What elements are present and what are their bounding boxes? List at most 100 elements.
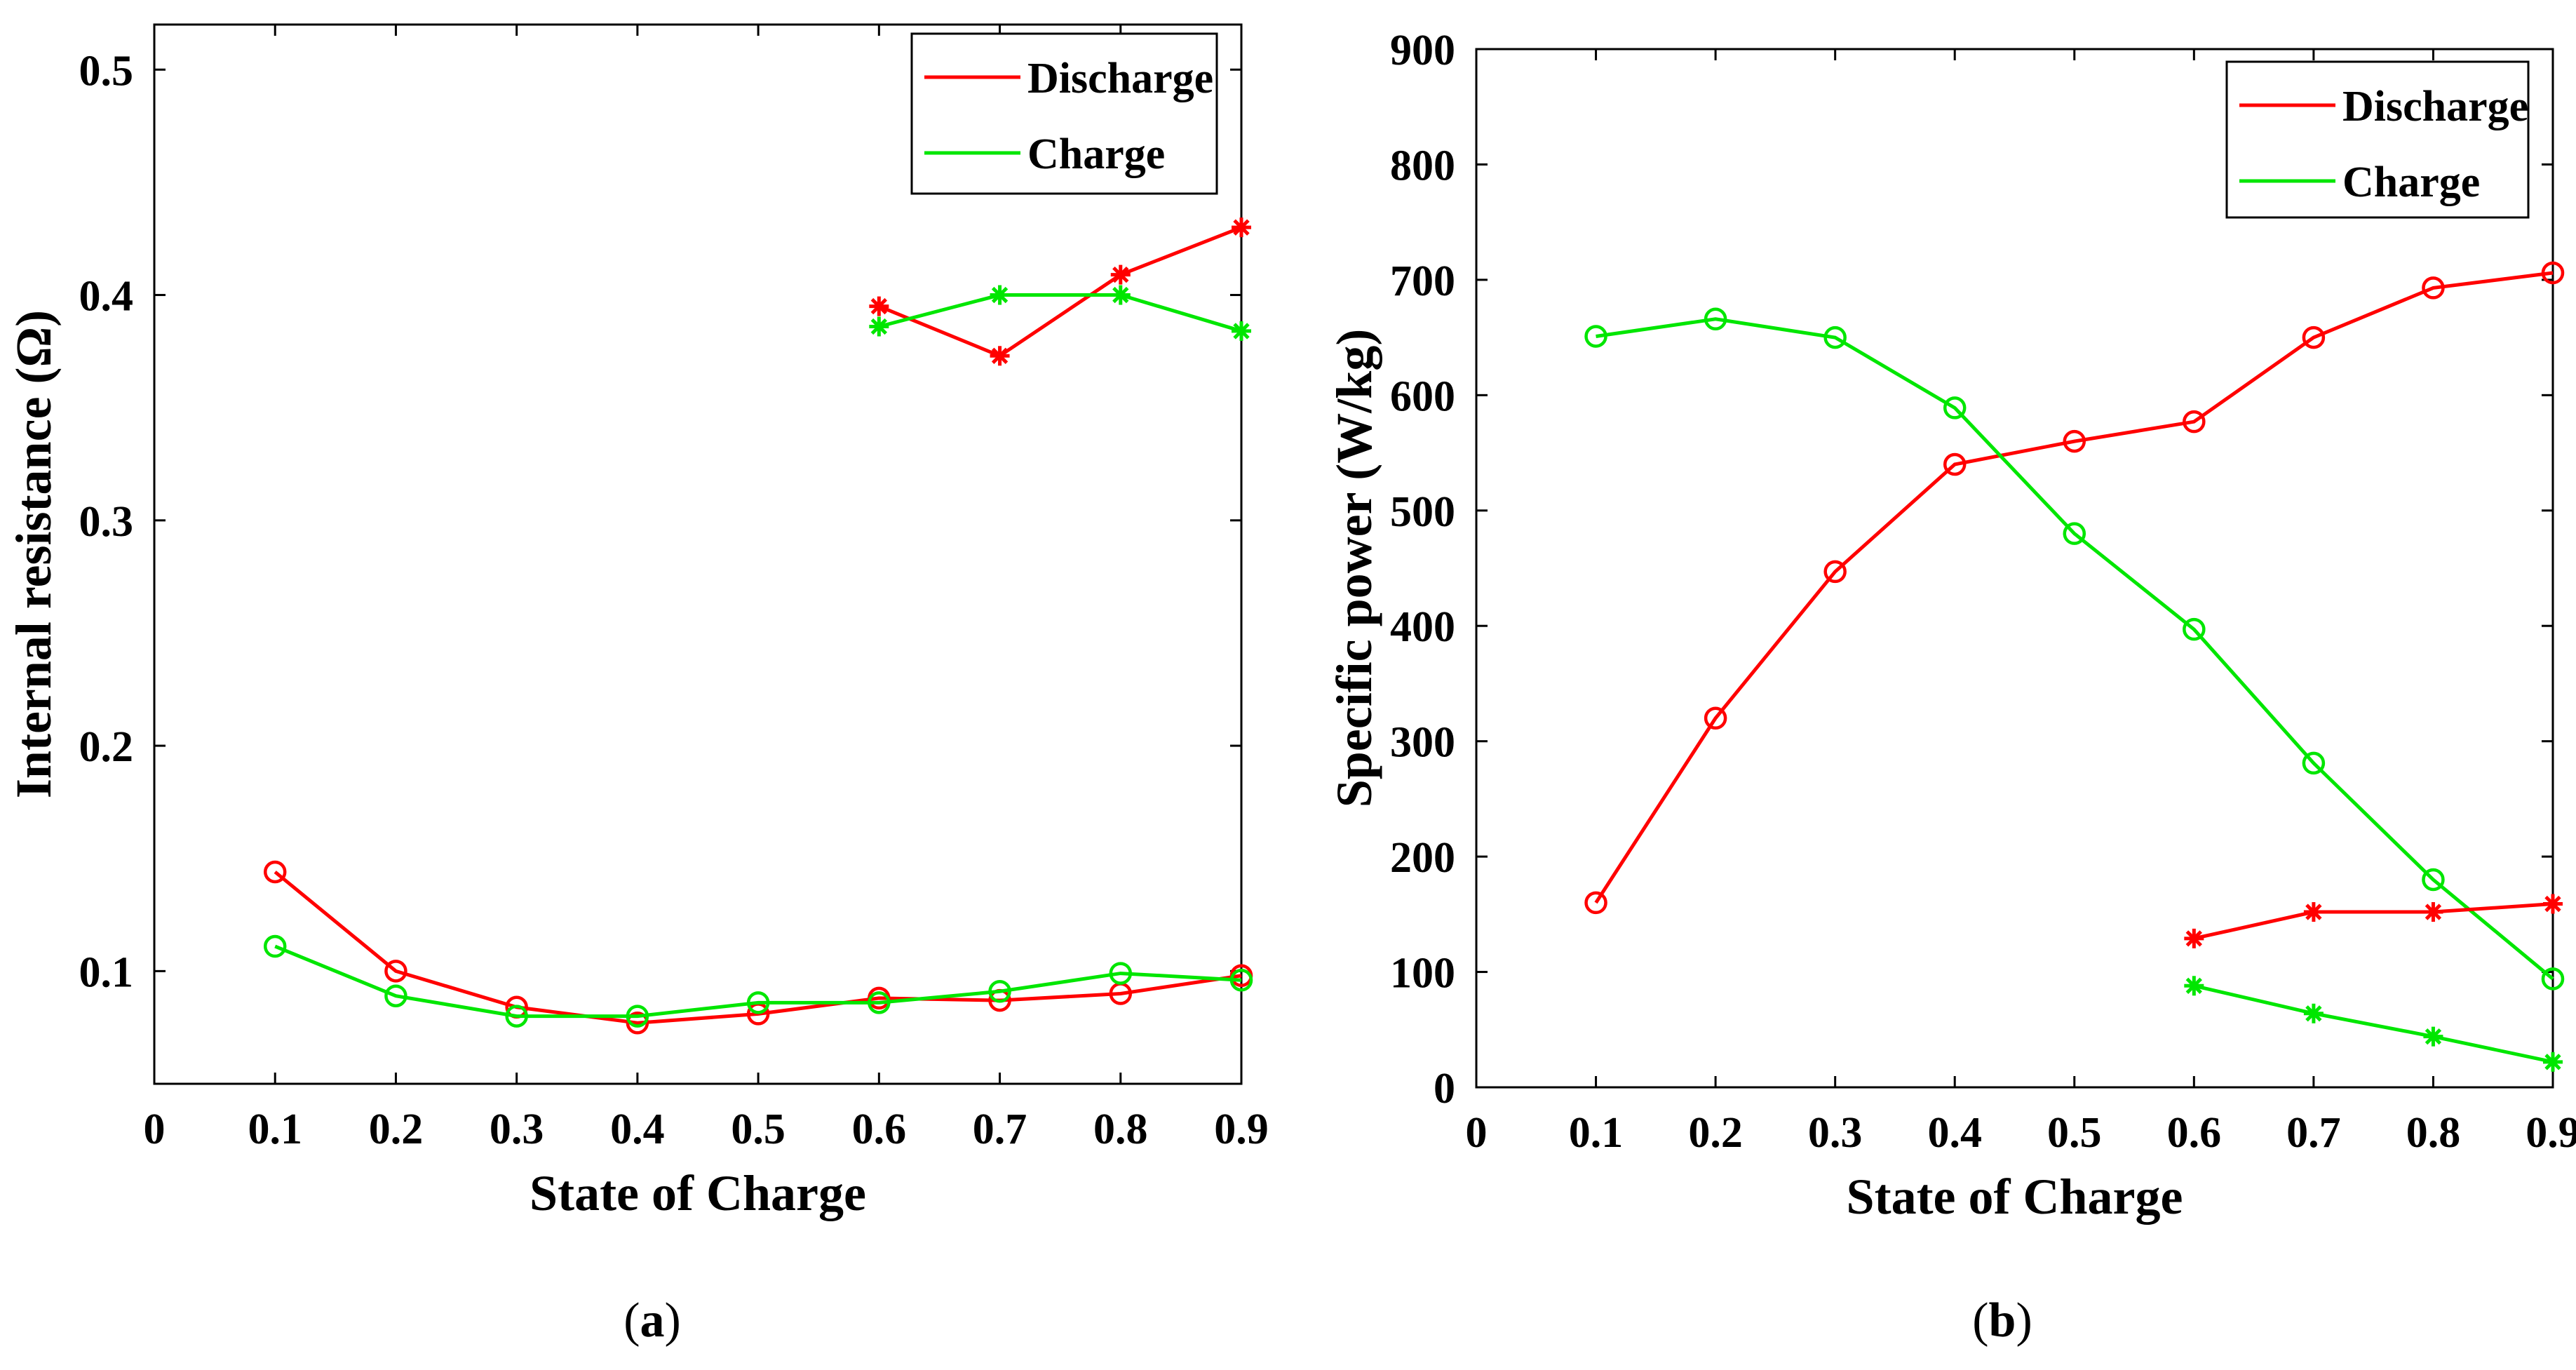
series-charge-circle-line <box>1596 317 2554 981</box>
x-tick-label: 0 <box>144 1106 166 1153</box>
series-charge-star <box>2184 976 2563 1072</box>
data-point-star <box>2184 976 2204 996</box>
data-point-circle <box>1704 307 1727 331</box>
x-tick-label: 0.3 <box>1808 1109 1863 1157</box>
series-charge-circle <box>263 934 1253 1028</box>
data-point-star-stroke <box>2305 1005 2322 1022</box>
data-point-circle <box>2183 410 2206 434</box>
series-charge-circle-line <box>274 944 1242 1019</box>
y-tick-label: 0.4 <box>79 273 134 321</box>
y-tick-label: 700 <box>1390 257 1455 305</box>
data-point-star <box>2423 902 2443 922</box>
x-tick-label: 0.7 <box>973 1106 1027 1153</box>
x-tick-label: 0.5 <box>731 1106 785 1153</box>
legend-label-discharge: Discharge <box>2342 83 2528 130</box>
data-point-star <box>990 346 1010 366</box>
data-point-star-stroke <box>1233 323 1250 340</box>
x-tick-label: 0.6 <box>2167 1109 2222 1157</box>
data-point-circle <box>1109 962 1133 985</box>
data-point-circle <box>626 1005 649 1028</box>
y-tick-label: 600 <box>1390 372 1455 420</box>
plot-area-frame <box>1475 48 2554 1089</box>
legend-label-charge: Charge <box>1027 130 1165 178</box>
x-tick-label: 0.2 <box>1688 1109 1743 1157</box>
data-point-circle <box>2302 751 2326 775</box>
data-point-circle <box>1943 452 1967 476</box>
caption-open-paren: ( <box>1972 1294 1988 1348</box>
series-discharge-circle-line <box>1594 271 2554 904</box>
y-tick-label: 500 <box>1390 488 1455 536</box>
x-tick-label: 0.1 <box>1569 1109 1624 1157</box>
data-point-star-stroke <box>2544 895 2561 913</box>
panel-caption: (b) <box>1972 1294 2032 1348</box>
series-charge-circle <box>1584 307 2565 990</box>
y-tick-label: 0 <box>1434 1065 1455 1113</box>
x-tick-label: 0.8 <box>1093 1106 1148 1153</box>
series-discharge-circle <box>263 860 1253 1035</box>
data-point-circle <box>263 934 287 958</box>
y-tick-label: 100 <box>1390 950 1455 998</box>
x-tick-label: 0.8 <box>2406 1109 2461 1157</box>
data-point-star <box>1110 264 1131 285</box>
panel-caption: (a) <box>623 1294 681 1348</box>
x-axis-title: State of Charge <box>530 1165 866 1221</box>
data-point-circle <box>2541 261 2565 285</box>
data-point-star-stroke <box>2305 904 2322 920</box>
data-point-star <box>2303 1003 2324 1023</box>
data-point-circle <box>2183 617 2206 641</box>
data-point-star <box>2423 1026 2443 1047</box>
data-point-circle <box>1943 396 1967 419</box>
caption-letter: b <box>1989 1294 2016 1348</box>
data-point-star <box>2303 902 2324 922</box>
legend-label-discharge: Discharge <box>1027 55 1213 102</box>
data-point-circle <box>2302 325 2326 349</box>
series-charge-star-line <box>2193 983 2554 1064</box>
data-point-star-stroke <box>870 297 888 315</box>
series-discharge-star <box>869 217 1251 366</box>
legend: Discharge Charge <box>910 32 1218 195</box>
x-tick-label: 0.4 <box>1927 1109 1982 1157</box>
x-tick-label: 0 <box>1466 1109 1488 1157</box>
data-point-circle <box>384 960 407 983</box>
data-point-star <box>869 316 889 337</box>
x-axis-title: State of Charge <box>1847 1169 2183 1225</box>
data-point-circle <box>2422 868 2445 892</box>
y-tick-label: 0.1 <box>79 948 134 996</box>
data-point-star-stroke <box>1112 286 1129 304</box>
data-point-star-stroke <box>2425 1028 2442 1045</box>
data-point-star <box>2543 1052 2563 1072</box>
data-point-circle <box>263 860 287 884</box>
y-tick-label: 200 <box>1390 834 1455 882</box>
x-tick-label: 0.3 <box>490 1106 544 1153</box>
data-point-circle <box>384 984 407 1007</box>
data-point-star <box>1232 217 1251 238</box>
x-tick-label: 0.1 <box>248 1106 302 1153</box>
caption-letter: a <box>640 1294 665 1348</box>
y-axis-title: Specific power (W/kg) <box>1326 329 1382 808</box>
plot-area-frame <box>153 23 1243 1085</box>
y-tick-label: 900 <box>1390 27 1455 74</box>
legend: Discharge Charge <box>2225 60 2530 219</box>
y-tick-label: 0.5 <box>79 47 134 95</box>
data-point-star <box>869 296 889 316</box>
data-point-star <box>1110 285 1131 305</box>
data-point-circle <box>626 1012 649 1035</box>
chart-panel-b: 0 0.1 0.2 0.3 0.4 0.5 0.6 0.7 0.8 0.9 0 100 200 300 40… <box>1326 27 2576 1348</box>
data-point-circle <box>746 991 770 1014</box>
series-discharge-star-line <box>878 225 1242 358</box>
data-point-star <box>1232 321 1251 341</box>
data-point-circle <box>2063 522 2086 545</box>
y-tick-label: 300 <box>1390 719 1455 767</box>
x-tick-label: 0.4 <box>610 1106 665 1153</box>
legend-label-charge: Charge <box>2342 159 2480 206</box>
chart-panel-a: 0 0.1 0.2 0.3 0.4 0.5 0.6 0.7 0.8 0.9 0.1 0.2 0.3 0.4… <box>6 23 1269 1348</box>
data-point-circle <box>1584 891 1607 915</box>
data-point-circle <box>1584 325 1607 348</box>
caption-open-paren: ( <box>623 1294 640 1348</box>
y-tick-label: 800 <box>1390 142 1455 189</box>
data-point-circle <box>1704 706 1727 730</box>
data-point-circle <box>2422 276 2445 300</box>
series-charge-star-line <box>878 293 1242 333</box>
y-tick-label: 0.2 <box>79 723 134 771</box>
